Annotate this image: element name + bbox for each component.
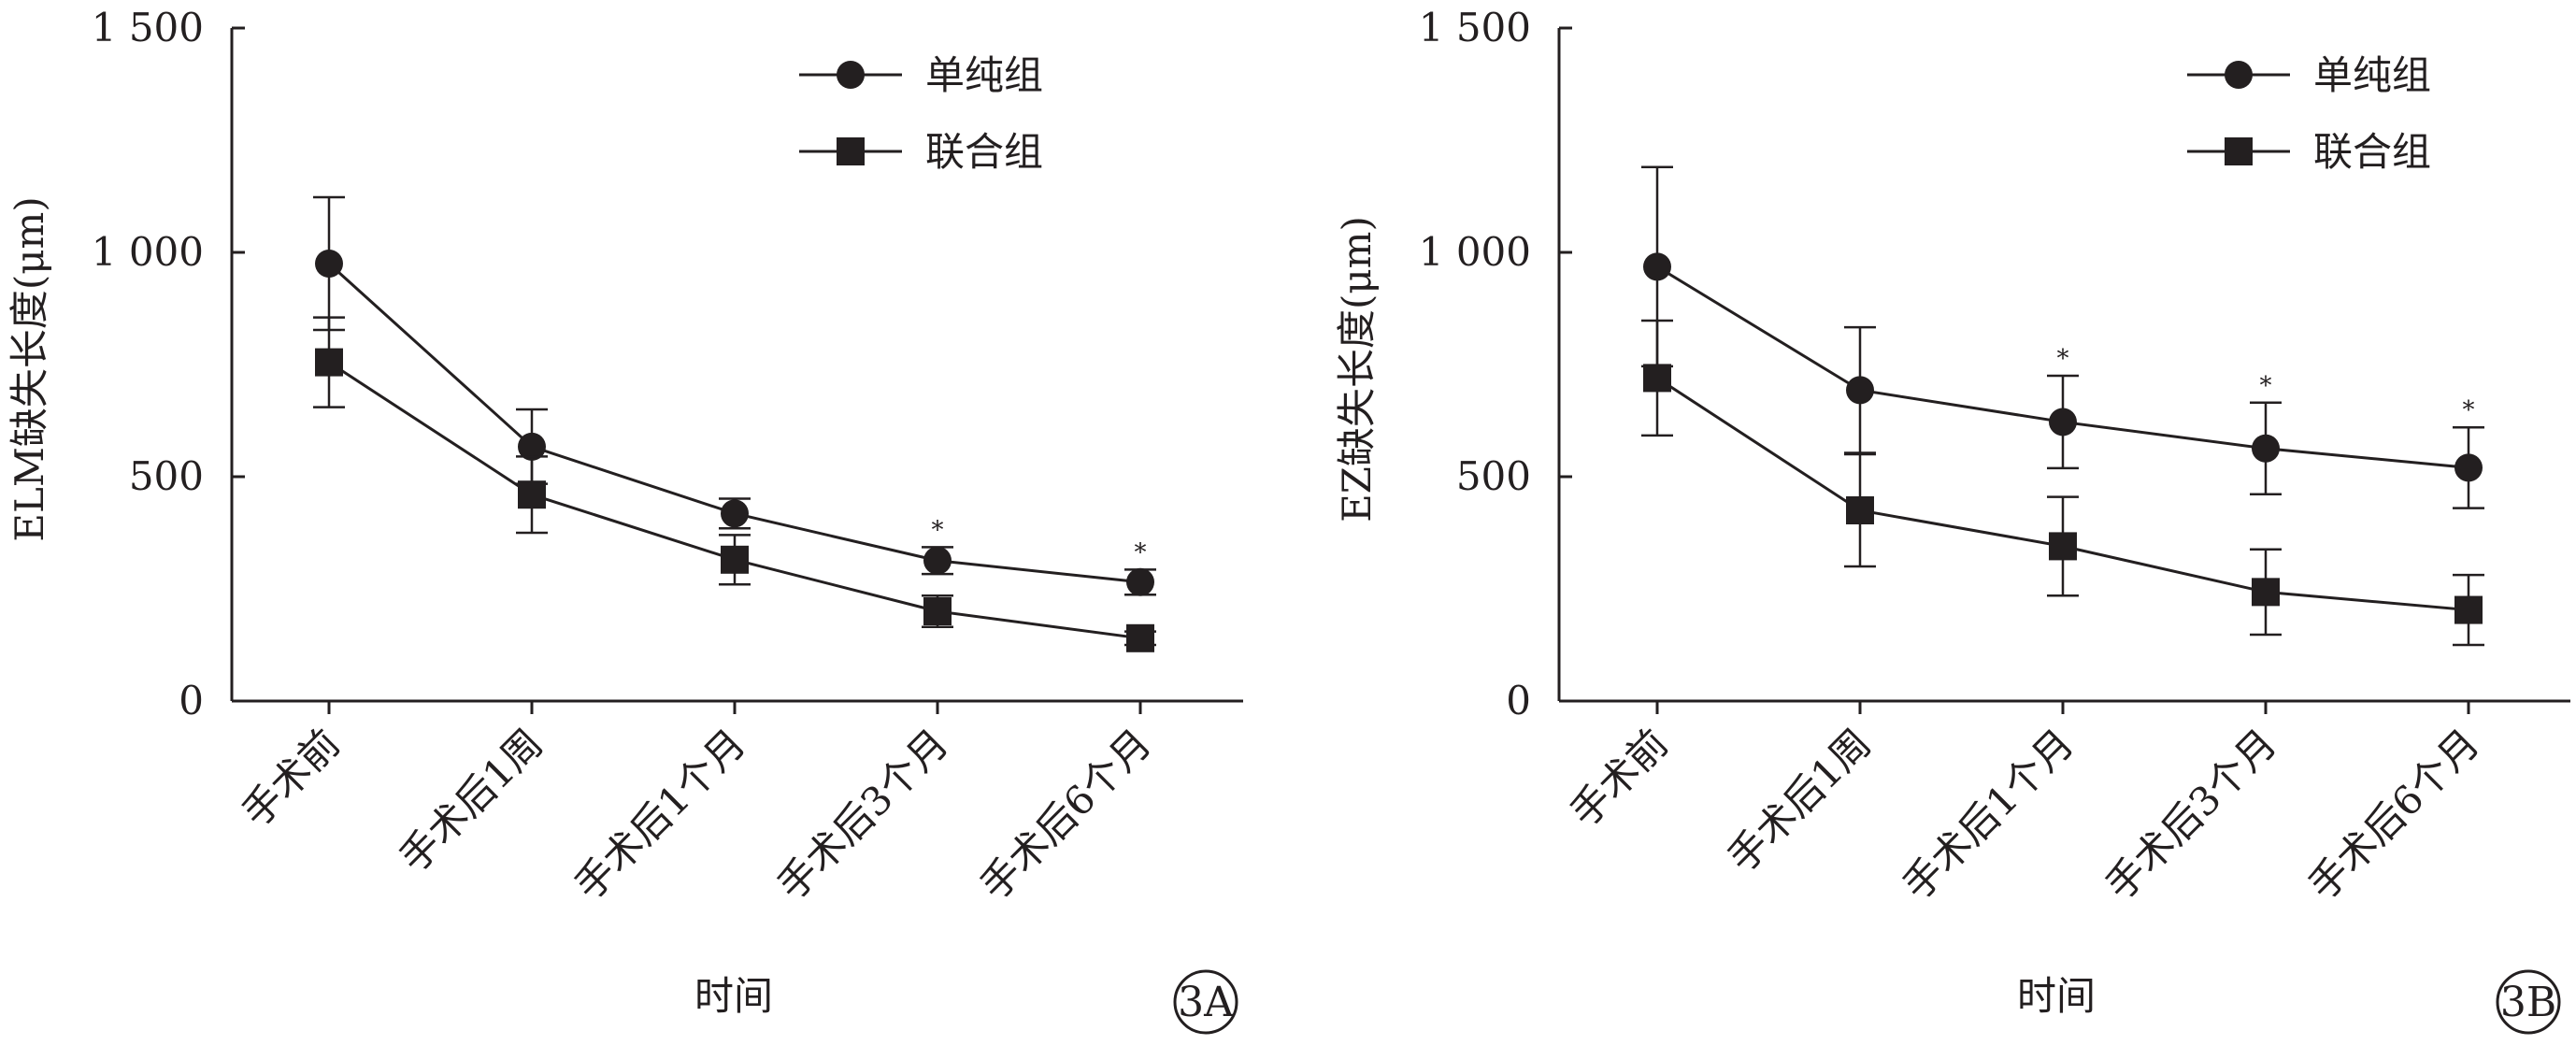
data-point-square: [2252, 578, 2280, 607]
data-point-square: [721, 545, 749, 574]
chart-panel-3A: 0 500 1 000 1 500 手术前 手术后1周 手术后1个月 手术后3个月 手术后6个月…: [7, 5, 1243, 1035]
data-point-circle: [2252, 434, 2280, 463]
x-axis-label: 时间: [694, 973, 773, 1019]
legend-item: 联合组: [2187, 129, 2431, 175]
data-point-square: [923, 597, 952, 625]
x-tick-label: 手术后6个月: [2299, 720, 2488, 909]
panel-label: 3B: [2500, 979, 2556, 1026]
y-tick-label: 1 000: [1419, 229, 1531, 275]
x-tick-label: 手术后3个月: [2097, 720, 2285, 909]
x-tick-label: 手术前: [233, 720, 349, 836]
data-point-circle: [923, 546, 952, 575]
legend-marker-circle: [837, 61, 865, 89]
data-point-square: [1846, 496, 1874, 524]
legend-item: 单纯组: [799, 52, 1043, 98]
series-square: [313, 316, 1156, 652]
y-axis-label: ELM缺失长度(μm): [7, 196, 52, 541]
panel-label-circle: [2496, 969, 2561, 1035]
x-tick-label: 手术后1个月: [1894, 720, 2082, 909]
y-tick-label: 500: [129, 453, 204, 499]
data-point-square: [518, 480, 546, 509]
x-tick-label: 手术后1周: [1719, 720, 1880, 880]
data-point-circle: [1126, 567, 1154, 596]
y-tick-label: 1 500: [92, 5, 204, 50]
legend-marker-circle: [2225, 61, 2253, 89]
data-point-square: [1643, 364, 1671, 393]
legend-marker-square: [837, 137, 865, 165]
x-tick-label: 手术后1周: [391, 720, 551, 880]
y-tick-label: 1 500: [1419, 5, 1531, 50]
significance-asterisk: *: [2260, 372, 2272, 400]
x-tick-label: 手术后1个月: [565, 720, 754, 909]
legend-item: 单纯组: [2187, 52, 2431, 98]
significance-asterisk: *: [2057, 345, 2069, 373]
significance-asterisk: *: [932, 516, 944, 544]
chart-panel-3B: 0 500 1 000 1 500 手术前 手术后1周 手术后1个月 手术后3个月 手术后6个月…: [1334, 5, 2570, 1035]
data-point-square: [315, 348, 343, 377]
panel-label-circle: [1173, 969, 1238, 1035]
y-tick-label: 1 000: [92, 229, 204, 275]
y-tick-label: 500: [1456, 453, 1531, 499]
data-point-square: [2454, 595, 2483, 624]
legend-label: 联合组: [2313, 129, 2431, 175]
y-tick-label: 0: [1506, 678, 1531, 723]
data-point-circle: [2049, 408, 2077, 437]
y-tick-label: 0: [179, 678, 204, 723]
legend-label: 联合组: [925, 129, 1043, 175]
x-tick-label: 手术后3个月: [768, 720, 957, 909]
x-tick-label: 手术后6个月: [971, 720, 1160, 909]
data-point-circle: [1643, 252, 1671, 281]
data-point-square: [1126, 623, 1154, 652]
significance-asterisk: *: [2463, 396, 2475, 424]
x-axis-label: 时间: [2017, 973, 2096, 1019]
legend-item: 联合组: [799, 129, 1043, 175]
panel-label: 3A: [1178, 979, 1235, 1026]
data-point-circle: [518, 432, 546, 461]
legend-label: 单纯组: [2313, 52, 2431, 98]
series-square: [1641, 319, 2484, 647]
data-point-square: [2049, 532, 2077, 561]
significance-asterisk: *: [1135, 538, 1147, 566]
data-point-circle: [721, 499, 749, 528]
y-axis-label: EZ缺失长度(μm): [1334, 216, 1380, 522]
x-tick-label: 手术前: [1561, 720, 1677, 836]
series-circle: [1641, 165, 2484, 509]
data-point-circle: [315, 250, 343, 278]
data-point-circle: [1846, 376, 1874, 405]
legend-label: 单纯组: [925, 52, 1043, 98]
legend-marker-square: [2225, 137, 2253, 165]
data-point-circle: [2454, 453, 2483, 482]
